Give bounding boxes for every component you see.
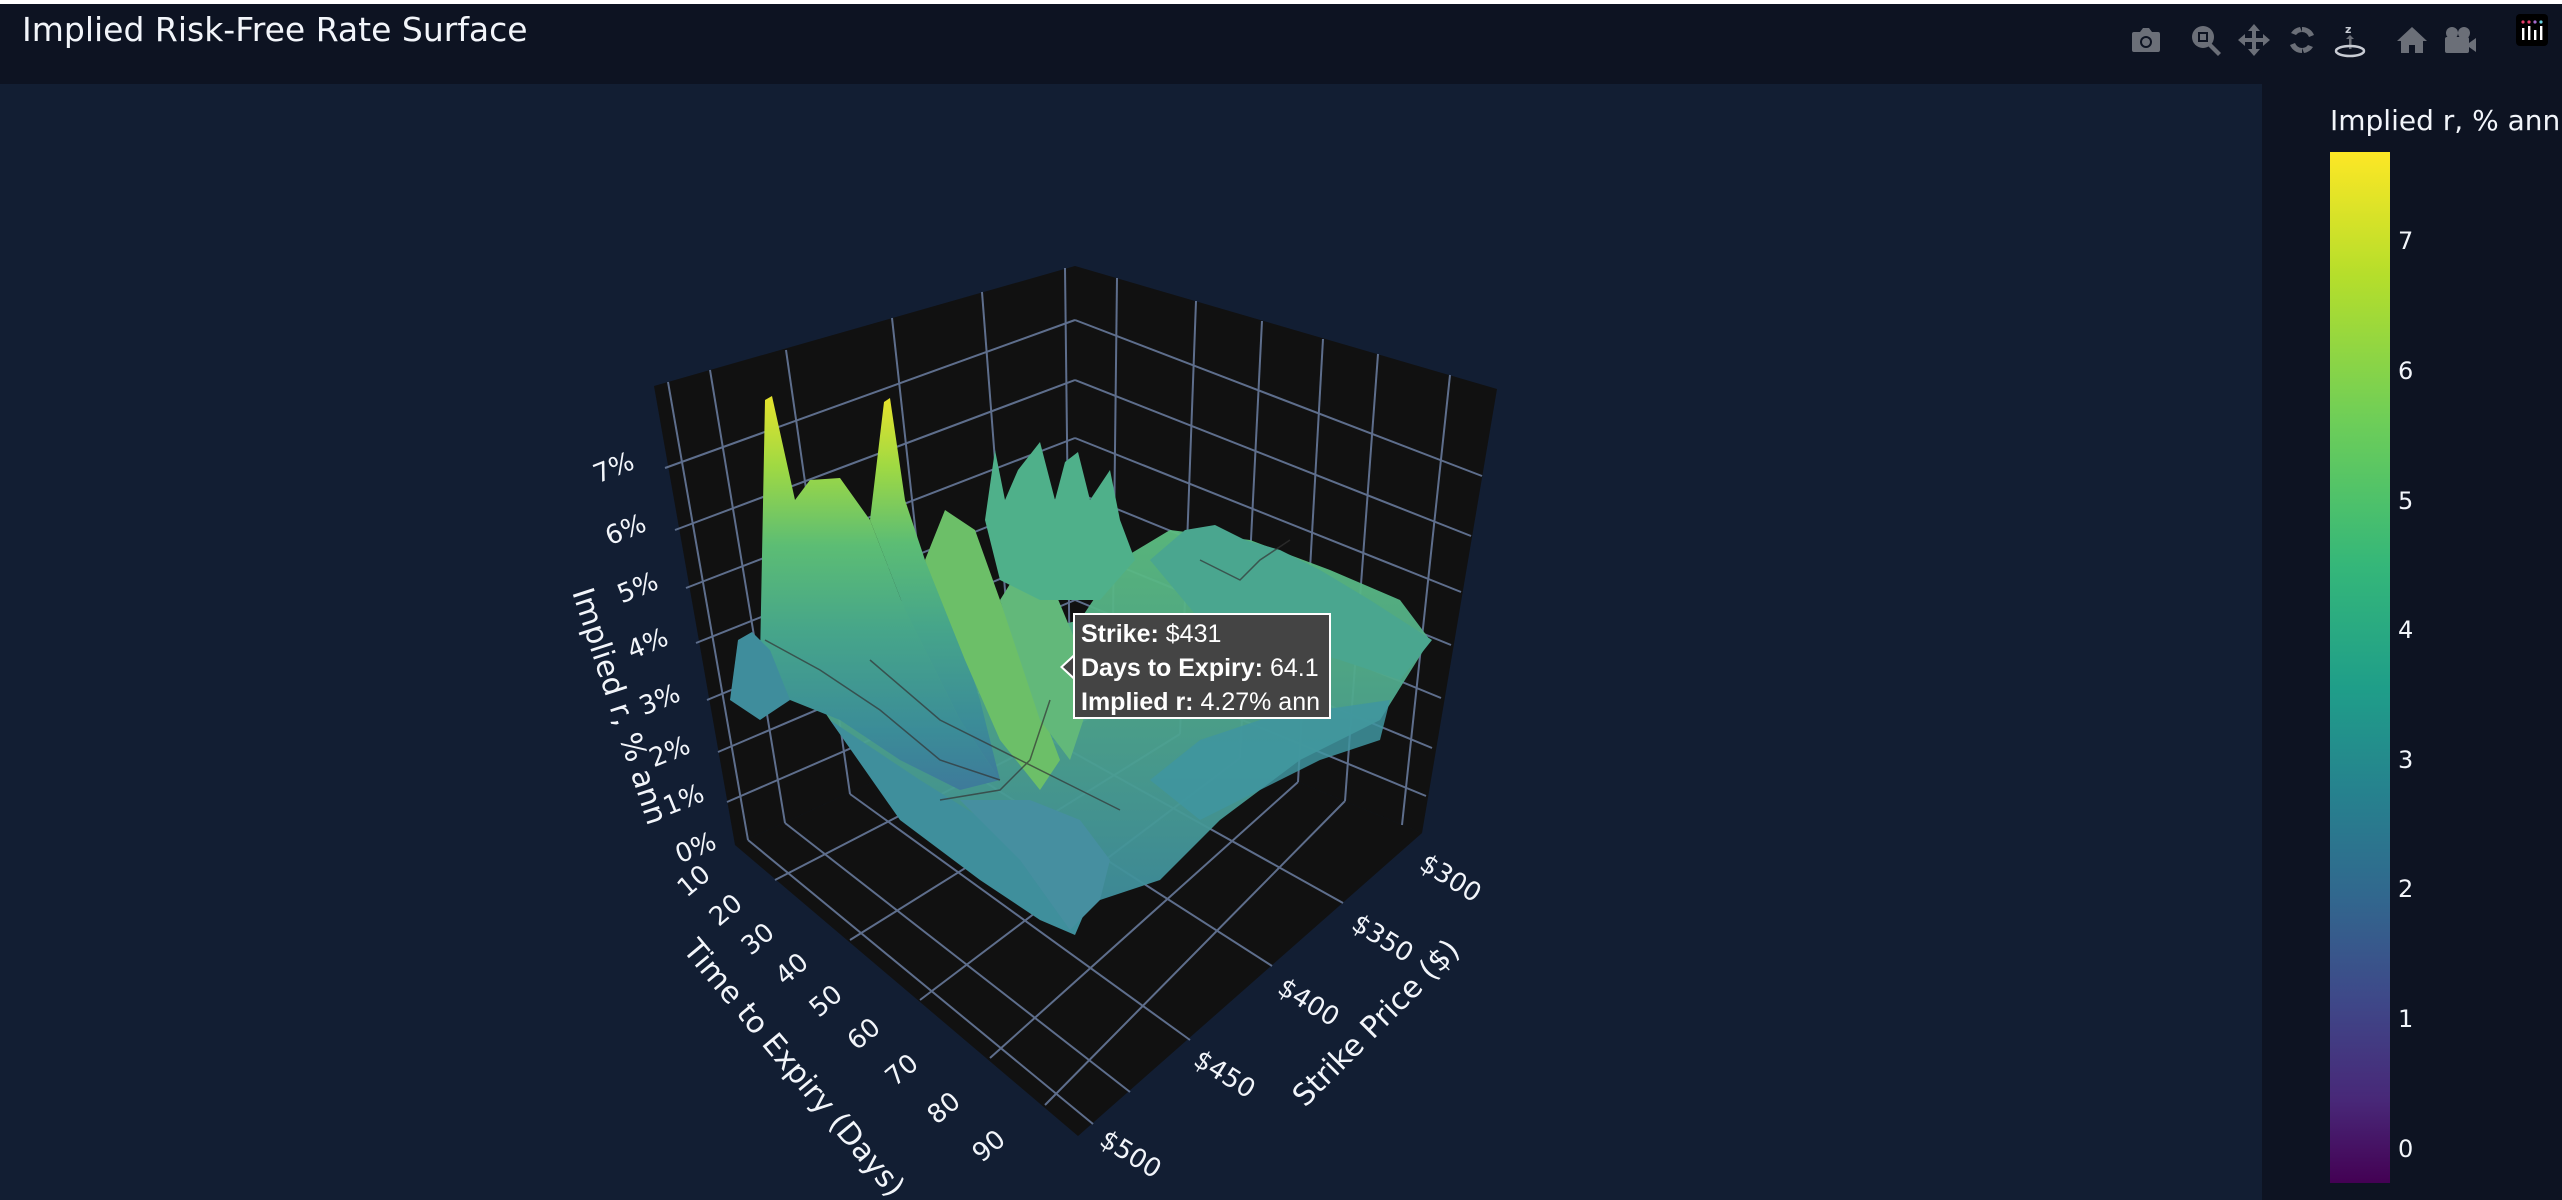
colorbar-tick: 6: [2398, 357, 2414, 385]
svg-text:20: 20: [704, 888, 749, 932]
svg-text:80: 80: [922, 1086, 967, 1130]
svg-text:50: 50: [804, 979, 849, 1023]
plotly-logo[interactable]: [2516, 14, 2548, 46]
svg-text:$400: $400: [1272, 972, 1344, 1033]
home-icon[interactable]: [2394, 22, 2430, 58]
modebar: z: [2128, 18, 2490, 62]
tooltip-days-value: 64.1: [1269, 654, 1319, 682]
colorbar: [2330, 152, 2390, 1183]
tooltip-strike-label: Strike:: [1081, 620, 1159, 648]
svg-text:7%: 7%: [589, 447, 638, 490]
camera-icon[interactable]: [2128, 22, 2164, 58]
zoom-icon[interactable]: [2188, 22, 2224, 58]
svg-text:30: 30: [736, 917, 781, 961]
colorbar-tick: 0: [2398, 1135, 2414, 1163]
svg-text:$450: $450: [1188, 1044, 1260, 1105]
tooltip-days-label: Days to Expiry:: [1081, 654, 1264, 682]
tooltip-strike-value: $431: [1165, 620, 1222, 648]
tooltip-rate-row: Implied r: 4.27% ann: [1081, 685, 1329, 719]
colorbar-tick: 7: [2398, 227, 2414, 255]
tooltip-strike-row: Strike: $431: [1081, 617, 1329, 651]
svg-text:6%: 6%: [601, 509, 650, 552]
svg-text:$500: $500: [1094, 1124, 1166, 1185]
hover-tooltip: Strike: $431 Days to Expiry: 64.1 Implie…: [1073, 613, 1331, 719]
svg-text:$350: $350: [1346, 908, 1418, 969]
svg-text:z: z: [2345, 23, 2351, 36]
tooltip-pointer-fill: [1063, 656, 1075, 678]
tooltip-rate-label: Implied r:: [1081, 688, 1194, 716]
svg-text:4%: 4%: [623, 623, 672, 666]
colorbar-title: Implied r, % ann: [2330, 104, 2561, 137]
svg-text:60: 60: [842, 1012, 887, 1056]
surface-plot[interactable]: 0% 1% 2% 3% 4% 5% 6% 7% Implied r, % ann…: [0, 0, 2262, 1200]
svg-text:5%: 5%: [613, 567, 662, 610]
chart-title: Implied Risk-Free Rate Surface: [22, 10, 528, 49]
video-camera-icon[interactable]: [2442, 22, 2478, 58]
colorbar-tick: 3: [2398, 746, 2414, 774]
tooltip-rate-value: 4.27% ann: [1200, 688, 1321, 716]
svg-text:$300: $300: [1414, 848, 1486, 909]
orbit-rotation-icon[interactable]: [2284, 22, 2320, 58]
svg-text:40: 40: [770, 947, 815, 991]
turntable-rotation-icon[interactable]: z: [2332, 22, 2368, 58]
tooltip-days-row: Days to Expiry: 64.1: [1081, 651, 1329, 685]
svg-text:3%: 3%: [635, 679, 684, 722]
svg-text:70: 70: [880, 1048, 925, 1092]
colorbar-tick: 1: [2398, 1005, 2414, 1033]
svg-text:10: 10: [672, 859, 717, 903]
colorbar-tick: 2: [2398, 875, 2414, 903]
pan-icon[interactable]: [2236, 22, 2272, 58]
colorbar-tick: 5: [2398, 487, 2414, 515]
svg-text:90: 90: [967, 1124, 1012, 1168]
colorbar-tick: 4: [2398, 616, 2414, 644]
